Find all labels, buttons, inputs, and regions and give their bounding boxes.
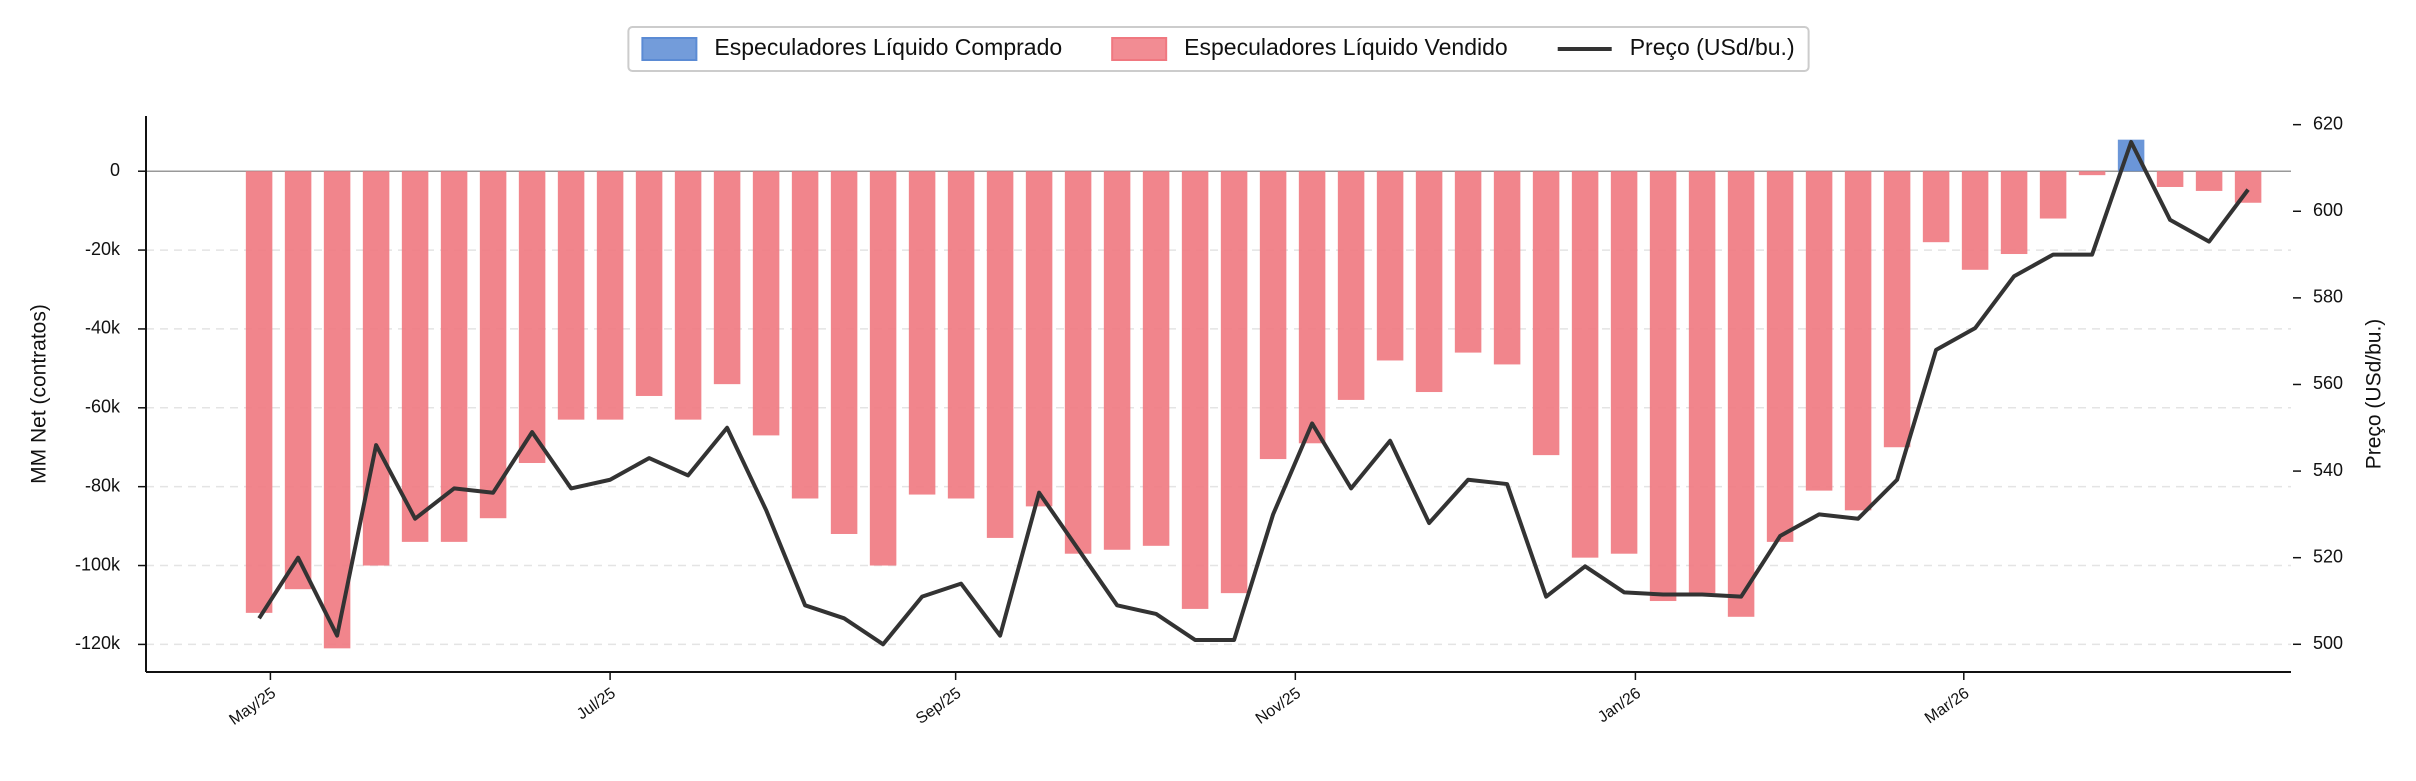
bar	[1922, 171, 1950, 243]
bar	[1337, 171, 1365, 400]
bar	[1181, 171, 1209, 609]
x-tick-label: Nov/25	[1253, 685, 1304, 728]
bar	[1298, 171, 1326, 444]
bar	[947, 171, 975, 499]
bar	[752, 171, 780, 436]
legend-label: Preço (USd/bu.)	[1630, 34, 1795, 60]
bar	[635, 171, 663, 396]
bar	[1805, 171, 1833, 491]
bar	[2195, 171, 2223, 191]
bar	[1688, 171, 1716, 594]
bar	[2039, 171, 2067, 219]
bar	[479, 171, 507, 519]
y2-tick-label: 540	[2313, 460, 2343, 480]
bar	[713, 171, 741, 385]
bar	[284, 171, 312, 590]
bar	[1493, 171, 1521, 365]
bar	[362, 171, 390, 566]
bar	[1454, 171, 1482, 353]
bar	[1844, 171, 1872, 511]
bar	[323, 171, 351, 649]
bar	[1259, 171, 1287, 460]
y-axis-label: MM Net (contratos)	[28, 304, 51, 484]
bar	[1376, 171, 1404, 361]
bar	[674, 171, 702, 420]
y-tick-label: 0	[110, 160, 120, 180]
bar	[1142, 171, 1170, 546]
bar	[1220, 171, 1248, 594]
y-tick-label: -80k	[85, 475, 121, 495]
bar	[1103, 171, 1131, 550]
bar	[557, 171, 585, 420]
bar	[1727, 171, 1755, 617]
bar	[1025, 171, 1053, 507]
legend-swatch	[1111, 37, 1168, 61]
x-tick-label: Jan/26	[1595, 685, 1644, 727]
x-tick-label: Mar/26	[1922, 685, 1973, 728]
legend-label: Especuladores Líquido Comprado	[714, 34, 1062, 60]
bar	[908, 171, 936, 495]
legend-swatch	[641, 37, 698, 61]
y-tick-label: -40k	[85, 318, 121, 338]
y2-tick-label: 620	[2313, 113, 2343, 133]
y2-tick-label: 520	[2313, 546, 2343, 566]
bar	[596, 171, 624, 420]
y2-tick-label: 600	[2313, 200, 2343, 220]
y-tick-label: -20k	[85, 239, 121, 259]
y-tick-label: -60k	[85, 397, 121, 417]
bar	[869, 171, 897, 566]
bar	[1649, 171, 1677, 602]
x-tick-label: Jul/25	[574, 685, 619, 723]
bar	[1883, 171, 1911, 448]
legend-box	[627, 26, 1810, 72]
bar	[1766, 171, 1794, 542]
bar	[1571, 171, 1599, 558]
y-tick-label: -100k	[75, 554, 121, 574]
bar	[1415, 171, 1443, 393]
bar	[440, 171, 468, 542]
bar	[986, 171, 1014, 538]
bar	[2000, 171, 2028, 255]
bar	[245, 171, 273, 613]
bar	[401, 171, 429, 542]
bar	[791, 171, 819, 499]
bar	[1961, 171, 1989, 270]
y2-axis-label: Preço (USd/bu.)	[2363, 319, 2386, 470]
legend-label: Especuladores Líquido Vendido	[1184, 34, 1508, 60]
bar	[2156, 171, 2184, 187]
y2-tick-label: 560	[2313, 373, 2343, 393]
bar	[830, 171, 858, 534]
x-tick-label: May/25	[226, 685, 279, 729]
x-tick-label: Sep/25	[913, 685, 964, 728]
bar	[2078, 171, 2106, 176]
bar	[1610, 171, 1638, 554]
bar	[2234, 171, 2262, 203]
y2-tick-label: 580	[2313, 287, 2343, 307]
y2-tick-label: 500	[2313, 633, 2343, 653]
bar	[518, 171, 546, 464]
price-line	[257, 139, 2250, 647]
bar	[1064, 171, 1092, 554]
bar	[1532, 171, 1560, 456]
legend: Especuladores Líquido Comprado Especulado…	[627, 26, 1810, 72]
y-tick-label: -120k	[75, 633, 121, 653]
